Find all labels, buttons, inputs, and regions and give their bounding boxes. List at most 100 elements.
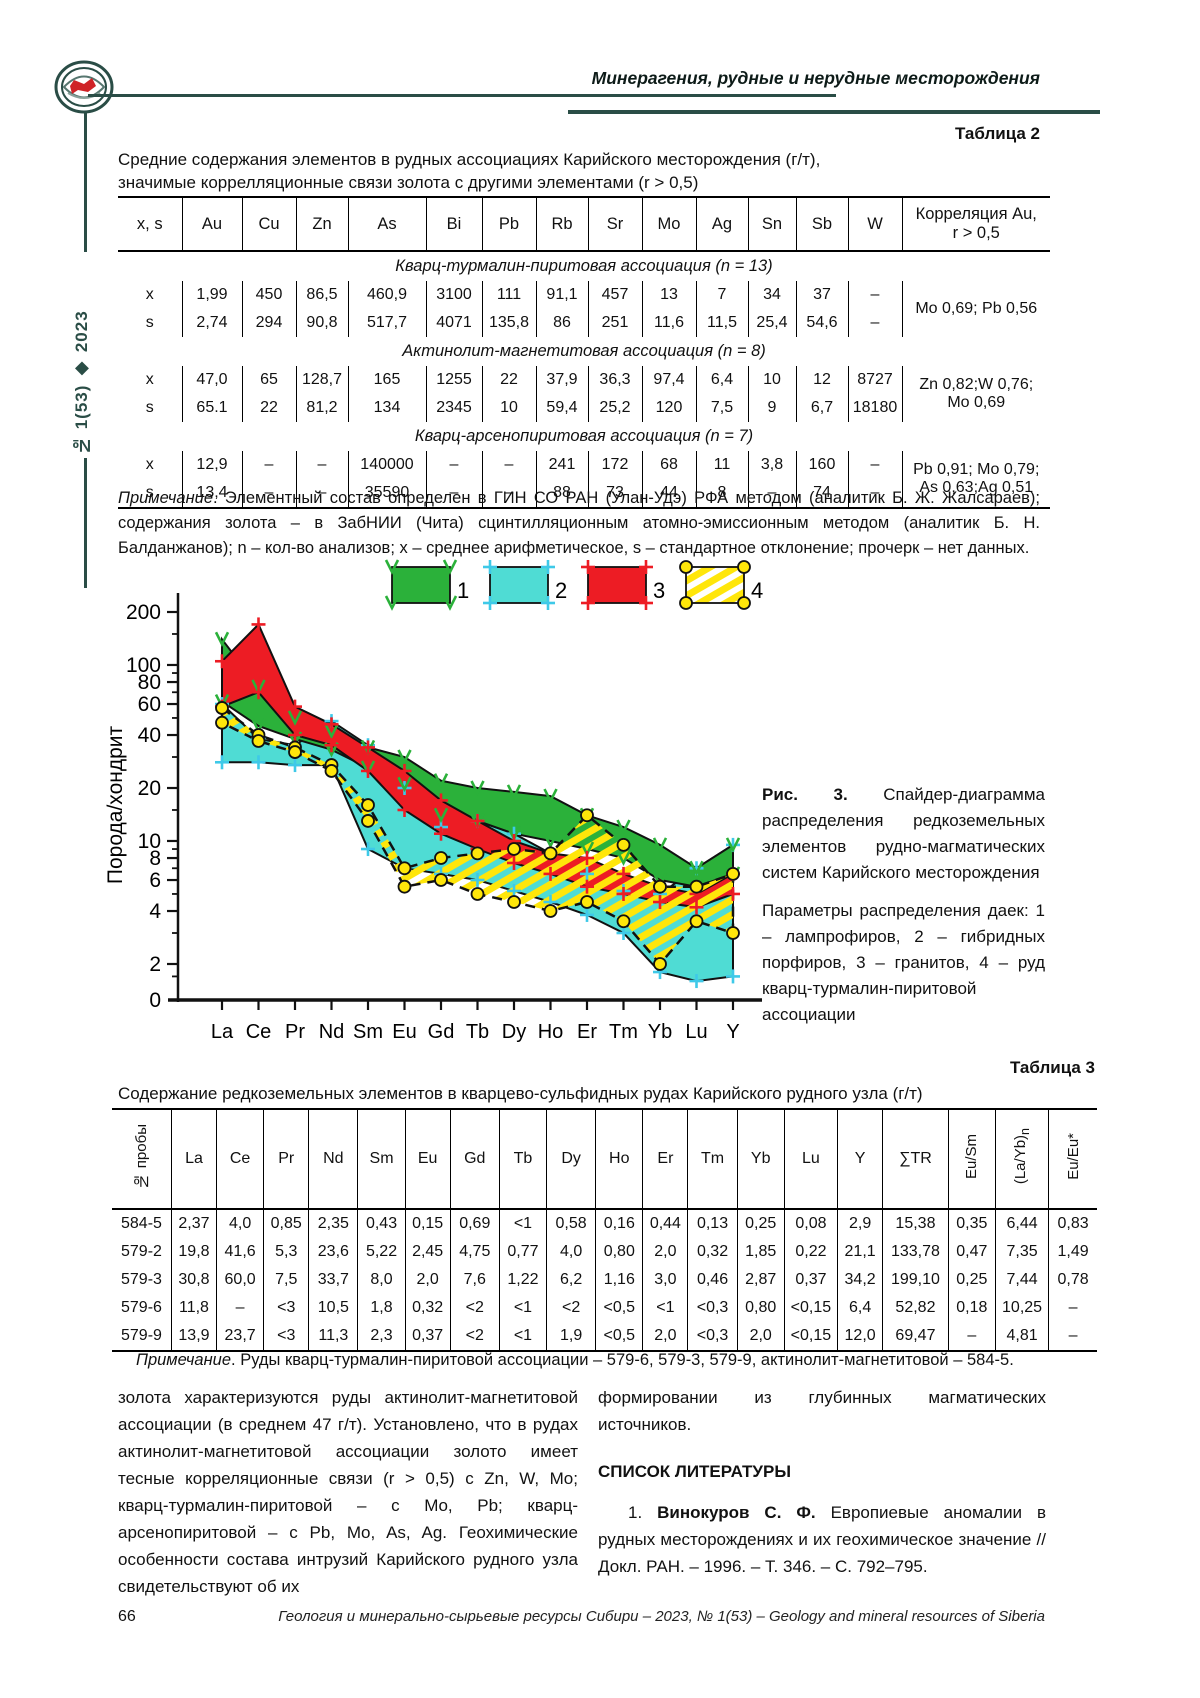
table-3-header-layb: (La/Yb)n — [994, 1109, 1050, 1210]
table-3-sample-id: 579-6 — [112, 1294, 172, 1322]
table-cell: 0,80 — [595, 1238, 644, 1266]
table-cell: 0,15 — [404, 1209, 451, 1238]
table-cell: 135,8 — [481, 309, 537, 337]
circle-marker-icon — [507, 842, 521, 856]
x-tick-label: Ho — [538, 1021, 564, 1043]
table-row: x 1,99 450 86,5 460,9 3100 111 91,1 457 13 7 34 37– M… — [118, 281, 1050, 337]
table-cell: <0,5 — [595, 1322, 644, 1351]
reference-1-number: 1. — [628, 1503, 658, 1522]
table-3-wrapper: № пробы La Ce Pr Nd Sm Eu Gd Tb Dy Ho Er Tm Yb Lu Y ∑TR E… — [112, 1108, 1097, 1352]
table-cell: 60,0 — [216, 1266, 265, 1294]
y-tick-label: 8 — [149, 847, 161, 870]
table-cell: 10 — [481, 394, 537, 422]
table-3-label: Таблица 3 — [1009, 1058, 1095, 1077]
check-marker-icon — [543, 833, 558, 849]
circle-marker-icon — [653, 957, 667, 971]
circle-marker-icon — [397, 879, 412, 894]
table-cell: – — [847, 479, 902, 508]
table-cell: 11,5 — [695, 309, 749, 337]
table-cell: 1255 — [425, 366, 483, 394]
table-cell: – — [241, 479, 297, 508]
table-row: 579-6 11,8– <3 10,5 1,8 0,32 <2 <1 <2 <0,5 <1 <0,3 0… — [112, 1294, 1097, 1322]
table-3-header-cell: Sm — [357, 1109, 406, 1210]
table-3-header-cell: Lu — [783, 1109, 839, 1210]
table-3-header-cell: Nd — [308, 1109, 359, 1210]
check-marker-icon — [397, 776, 412, 793]
table-2-head: x, s Au Cu Zn As Bi Pb Rb Sr Mo Ag Sn Sb W Корреляция … — [118, 197, 1050, 252]
table-cell: 1,85 — [736, 1238, 785, 1266]
table-cell: 2,3 — [357, 1322, 406, 1351]
x-tick-label: Lu — [685, 1021, 707, 1043]
table-cell: – — [847, 451, 903, 479]
table-cell: 10,5 — [308, 1294, 359, 1322]
table-2-section-title: Кварц-турмалин-пиритовая ассоциация (n =… — [395, 257, 773, 275]
body-left-paragraph: золота характеризуются руды актинолит-ма… — [118, 1388, 578, 1596]
table-cell: 11,3 — [308, 1322, 359, 1351]
table-cell: 0,13 — [687, 1209, 738, 1238]
table-2-header-cell: Zn — [295, 197, 349, 252]
table-cell: 2,35 — [308, 1209, 359, 1238]
table-cell: – — [847, 281, 903, 309]
sidebar-rule-bottom — [84, 458, 87, 588]
table-cell: 2,0 — [736, 1322, 785, 1351]
table-2-note: Примечание. Элементный состав определен … — [118, 486, 1040, 561]
table-cell: 21,1 — [837, 1238, 884, 1266]
table-cell: 165 — [347, 366, 427, 394]
reference-1: 1. Винокуров С. Ф. Европиевые аномалии в… — [598, 1499, 1046, 1580]
table-cell: <2 — [449, 1294, 500, 1322]
table-cell: 5,22 — [357, 1238, 406, 1266]
running-head: Минерагения, рудные и нерудные месторожд… — [591, 68, 1040, 88]
table-cell: <3 — [263, 1322, 310, 1351]
circle-marker-icon — [737, 596, 751, 610]
table-2-title-line2: значимые коррелляционные связи золота с … — [118, 173, 699, 192]
table-cell: 2,0 — [642, 1238, 689, 1266]
table-cell: 4,0 — [216, 1209, 265, 1238]
table-cell: – — [241, 451, 297, 479]
check-marker-icon — [543, 788, 558, 804]
table-cell: 3,0 — [642, 1266, 689, 1294]
table-row: s 13,4– –35590– –88 73 44 8–74– — [118, 479, 1050, 508]
check-marker-icon — [324, 723, 339, 740]
table-2-section-title: Кварц-арсенопиритовая ассоциация (n = 7) — [414, 427, 754, 445]
table-2-header-cell: Cu — [241, 197, 297, 252]
table-cell: <0,3 — [687, 1294, 738, 1322]
circle-marker-icon — [726, 867, 740, 881]
table-cell: 65 — [241, 366, 297, 394]
check-marker-icon — [433, 807, 449, 824]
table-cell: 7,5 — [695, 394, 749, 422]
table-cell: 7,5 — [263, 1266, 310, 1294]
table-cell: – — [747, 479, 797, 508]
table-2-row-label: s — [118, 394, 183, 422]
table-cell: 0,43 — [357, 1209, 406, 1238]
table-cell: – — [216, 1294, 265, 1322]
table-3-header-cell: ∑TR — [882, 1109, 949, 1210]
table-3-header-layb-text: (La/Yb)n — [1012, 1128, 1033, 1185]
table-cell: <3 — [263, 1294, 310, 1322]
check-marker-icon — [397, 749, 412, 765]
check-marker-icon — [470, 780, 485, 796]
table-2-corr-line: As 0,63;Ag 0,51 — [919, 479, 1034, 496]
table-cell: 241 — [535, 451, 589, 479]
table-cell: 91,1 — [535, 281, 589, 309]
table-cell: 12,0 — [837, 1322, 884, 1351]
table-2-note-lead: Примечание — [118, 489, 214, 507]
circle-marker-icon — [689, 879, 704, 894]
table-cell: 2,0 — [642, 1322, 689, 1351]
table-3-header-id: № пробы — [112, 1109, 172, 1210]
table-3-header-cell: Ce — [216, 1109, 265, 1210]
table-cell: 0,35 — [947, 1209, 996, 1238]
table-cell: 1,99 — [181, 281, 243, 309]
table-cell: 22 — [481, 366, 537, 394]
table-2-header-cell: x, s — [118, 197, 183, 252]
table-cell: 0,16 — [595, 1209, 644, 1238]
table-cell: – — [947, 1322, 996, 1351]
table-3-note: Примечание. Руды кварц-турмалин-пиритово… — [118, 1348, 1053, 1373]
table-cell: 4,81 — [994, 1322, 1050, 1351]
table-row: 579-9 13,9 23,7 <3 11,3 2,3 0,37 <2 <1 1,9 <0,5 2,0… — [112, 1322, 1097, 1351]
table-cell: 52,82 — [882, 1294, 949, 1322]
sidebar-issue-label: № 1(53) ◆ 2023 — [72, 310, 91, 455]
table-cell: 0,46 — [687, 1266, 738, 1294]
legend-label-2: 2 — [555, 578, 567, 603]
table-cell: <2 — [449, 1322, 500, 1351]
table-3-note-text: . Руды кварц-турмалин-пиритовой ассоциац… — [231, 1351, 1014, 1369]
